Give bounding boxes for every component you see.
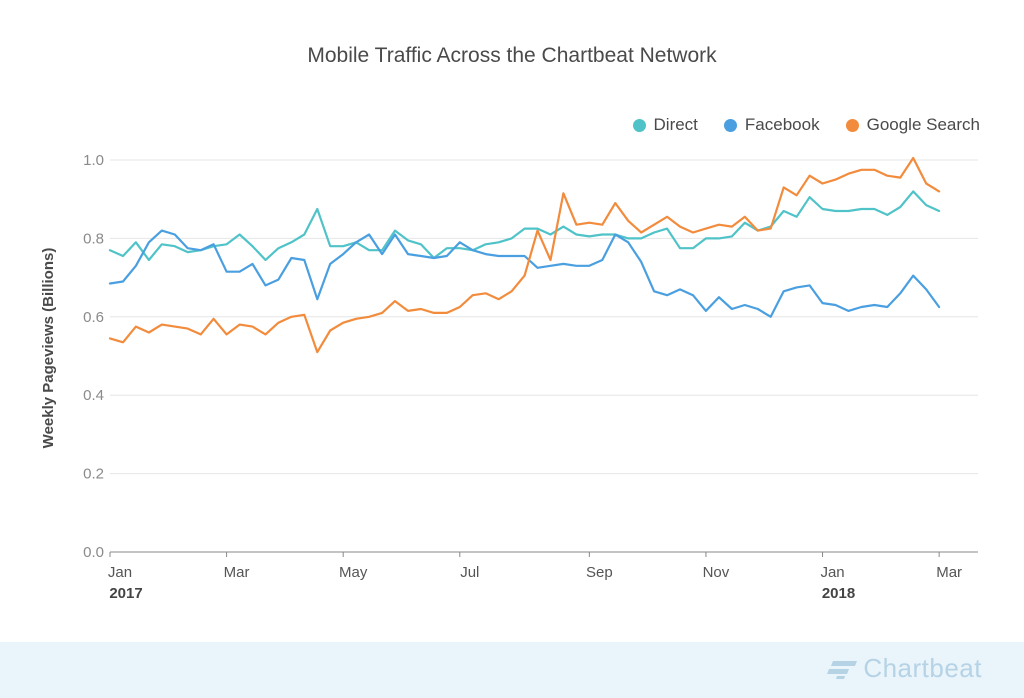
series-lines [108, 156, 941, 354]
x-year-label: 2018 [822, 585, 855, 602]
y-tick-label: 0.4 [83, 387, 104, 404]
line-chart: 0.0 0.2 0.4 0.6 0.8 1.0 Jan 2017 Mar May Jul Sep No… [40, 152, 978, 602]
legend: Direct Facebook Google Search [632, 115, 980, 135]
legend-item-direct: Direct [632, 115, 698, 135]
y-axis-ticks: 0.0 0.2 0.4 0.6 0.8 1.0 [83, 152, 104, 561]
y-tick-label: 0.2 [83, 466, 104, 483]
x-tick-label: Nov [703, 564, 730, 581]
chart-title: Mobile Traffic Across the Chartbeat Netw… [307, 44, 717, 67]
legend-label-google-search: Google Search [866, 115, 980, 134]
y-tick-label: 0.6 [83, 309, 104, 326]
legend-label-direct: Direct [653, 115, 698, 134]
x-tick-label: Sep [586, 564, 613, 581]
y-axis-label: Weekly Pageviews (Billions) [40, 248, 57, 449]
logo-text: Chartbeat [863, 653, 982, 683]
x-year-label: 2017 [109, 585, 142, 602]
legend-item-facebook: Facebook [723, 115, 820, 135]
legend-dot-facebook [723, 118, 737, 132]
y-tick-label: 1.0 [83, 152, 104, 169]
series-line-google-search [108, 156, 941, 354]
y-tick-label: 0.8 [83, 230, 104, 247]
x-tick-label: Mar [224, 564, 250, 581]
series-line-facebook [108, 229, 941, 318]
legend-label-facebook: Facebook [744, 115, 820, 134]
legend-dot-direct [632, 118, 646, 132]
x-tick-label: May [339, 564, 368, 581]
legend-dot-google-search [845, 118, 859, 132]
x-tick-label: Jan [108, 564, 132, 581]
footer: Chartbeat [0, 642, 1024, 698]
x-axis: Jan 2017 Mar May Jul Sep Nov Jan 2018 Mar [108, 552, 962, 602]
grid [110, 159, 978, 553]
series-line-direct [108, 190, 941, 262]
legend-item-google-search: Google Search [845, 115, 980, 135]
x-tick-label: Jul [460, 564, 479, 581]
chartbeat-logo-icon [827, 660, 858, 679]
y-tick-label: 0.0 [83, 544, 104, 561]
x-tick-label: Mar [936, 564, 962, 581]
x-tick-label: Jan [820, 564, 844, 581]
chartbeat-logo: Chartbeat [825, 653, 982, 684]
